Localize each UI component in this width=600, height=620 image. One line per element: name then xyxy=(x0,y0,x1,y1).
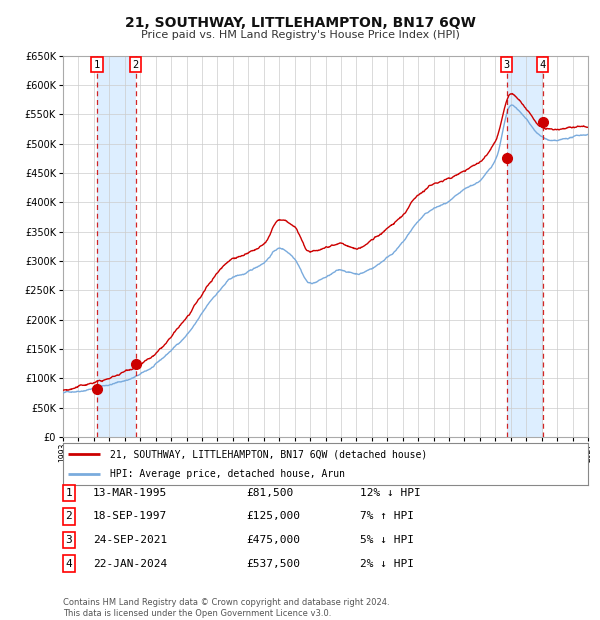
Text: 1: 1 xyxy=(94,60,100,69)
Text: Price paid vs. HM Land Registry's House Price Index (HPI): Price paid vs. HM Land Registry's House … xyxy=(140,30,460,40)
Text: 2% ↓ HPI: 2% ↓ HPI xyxy=(360,559,414,569)
Text: 7% ↑ HPI: 7% ↑ HPI xyxy=(360,512,414,521)
Text: 18-SEP-1997: 18-SEP-1997 xyxy=(93,512,167,521)
Text: 2: 2 xyxy=(133,60,139,69)
Text: 1: 1 xyxy=(65,488,73,498)
Text: 21, SOUTHWAY, LITTLEHAMPTON, BN17 6QW (detached house): 21, SOUTHWAY, LITTLEHAMPTON, BN17 6QW (d… xyxy=(110,449,427,459)
Text: £125,000: £125,000 xyxy=(246,512,300,521)
Text: 3: 3 xyxy=(65,535,73,545)
Text: 4: 4 xyxy=(539,60,546,69)
Text: HPI: Average price, detached house, Arun: HPI: Average price, detached house, Arun xyxy=(110,469,345,479)
Text: 2: 2 xyxy=(65,512,73,521)
Text: 13-MAR-1995: 13-MAR-1995 xyxy=(93,488,167,498)
Text: 3: 3 xyxy=(503,60,510,69)
Bar xyxy=(506,56,542,437)
Text: £81,500: £81,500 xyxy=(246,488,293,498)
Text: Contains HM Land Registry data © Crown copyright and database right 2024.
This d: Contains HM Land Registry data © Crown c… xyxy=(63,598,389,618)
Text: 5% ↓ HPI: 5% ↓ HPI xyxy=(360,535,414,545)
Text: £475,000: £475,000 xyxy=(246,535,300,545)
Text: 12% ↓ HPI: 12% ↓ HPI xyxy=(360,488,421,498)
Text: 22-JAN-2024: 22-JAN-2024 xyxy=(93,559,167,569)
Text: 4: 4 xyxy=(65,559,73,569)
Text: 24-SEP-2021: 24-SEP-2021 xyxy=(93,535,167,545)
Text: £537,500: £537,500 xyxy=(246,559,300,569)
Bar xyxy=(97,56,136,437)
Text: 21, SOUTHWAY, LITTLEHAMPTON, BN17 6QW: 21, SOUTHWAY, LITTLEHAMPTON, BN17 6QW xyxy=(125,16,475,30)
